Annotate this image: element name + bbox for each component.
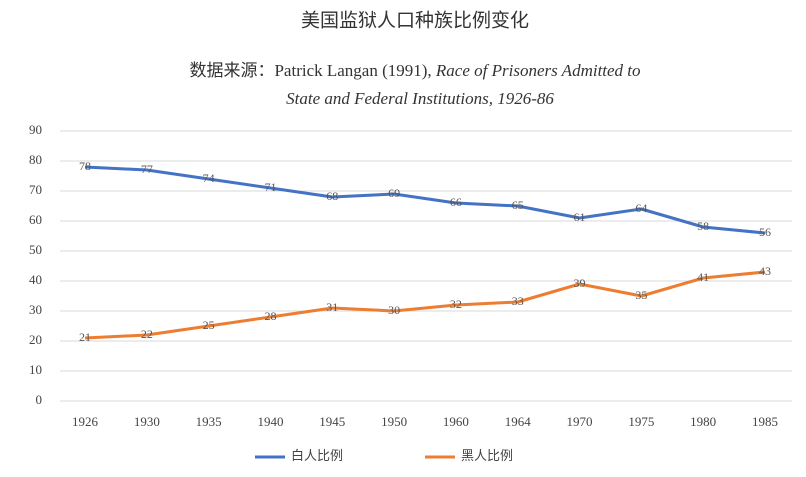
data-label: 39 <box>574 276 586 290</box>
x-tick-label: 1985 <box>752 414 778 429</box>
legend-label: 黑人比例 <box>461 448 513 463</box>
data-label: 30 <box>388 303 400 317</box>
data-label: 68 <box>326 189 338 203</box>
y-tick-label: 60 <box>29 212 42 227</box>
data-label: 64 <box>635 201 647 215</box>
data-label: 61 <box>574 210 586 224</box>
series-line <box>84 165 766 235</box>
data-label: 31 <box>326 300 338 314</box>
x-tick-label: 1935 <box>196 414 222 429</box>
data-label: 78 <box>79 159 91 173</box>
data-label: 56 <box>759 225 771 239</box>
data-label: 22 <box>141 327 153 341</box>
data-label: 69 <box>388 186 400 200</box>
x-tick-label: 1926 <box>72 414 99 429</box>
data-label: 43 <box>759 264 771 278</box>
x-tick-label: 1960 <box>443 414 469 429</box>
y-tick-label: 90 <box>29 122 42 137</box>
data-label: 77 <box>141 162 153 176</box>
x-tick-label: 1980 <box>690 414 716 429</box>
data-label: 35 <box>635 288 647 302</box>
chart-subtitle: State and Federal Institutions, 1926-86 <box>286 89 554 108</box>
series-line <box>84 270 766 340</box>
x-tick-label: 1964 <box>505 414 532 429</box>
data-label: 21 <box>79 330 91 344</box>
x-tick-label: 1945 <box>319 414 345 429</box>
x-tick-label: 1940 <box>257 414 283 429</box>
subtitle-part: Race of Prisoners Admitted to <box>435 61 641 80</box>
legend-label: 白人比例 <box>291 448 343 463</box>
y-tick-label: 80 <box>29 152 42 167</box>
y-tick-label: 10 <box>29 362 42 377</box>
data-label: 58 <box>697 219 709 233</box>
chart-title: 美国监狱人口种族比例变化 <box>301 9 529 31</box>
data-label: 65 <box>512 198 524 212</box>
x-tick-label: 1930 <box>134 414 160 429</box>
data-label: 32 <box>450 297 462 311</box>
chart-subtitle: 数据来源：Patrick Langan (1991), Race of Pris… <box>189 61 640 80</box>
data-label: 28 <box>264 309 276 323</box>
data-label: 71 <box>264 180 276 194</box>
data-label: 25 <box>203 318 215 332</box>
x-tick-label: 1975 <box>628 414 654 429</box>
x-tick-label: 1970 <box>567 414 593 429</box>
x-tick-label: 1950 <box>381 414 407 429</box>
y-tick-label: 70 <box>29 182 42 197</box>
data-label: 33 <box>512 294 524 308</box>
data-label: 66 <box>450 195 462 209</box>
subtitle-part: 数据来源：Patrick Langan (1991), <box>189 61 431 80</box>
y-tick-label: 30 <box>29 302 42 317</box>
y-tick-label: 20 <box>29 332 42 347</box>
y-tick-label: 40 <box>29 272 42 287</box>
data-label: 41 <box>697 270 709 284</box>
y-tick-label: 50 <box>29 242 42 257</box>
y-tick-label: 0 <box>36 392 43 407</box>
data-label: 74 <box>203 171 215 185</box>
